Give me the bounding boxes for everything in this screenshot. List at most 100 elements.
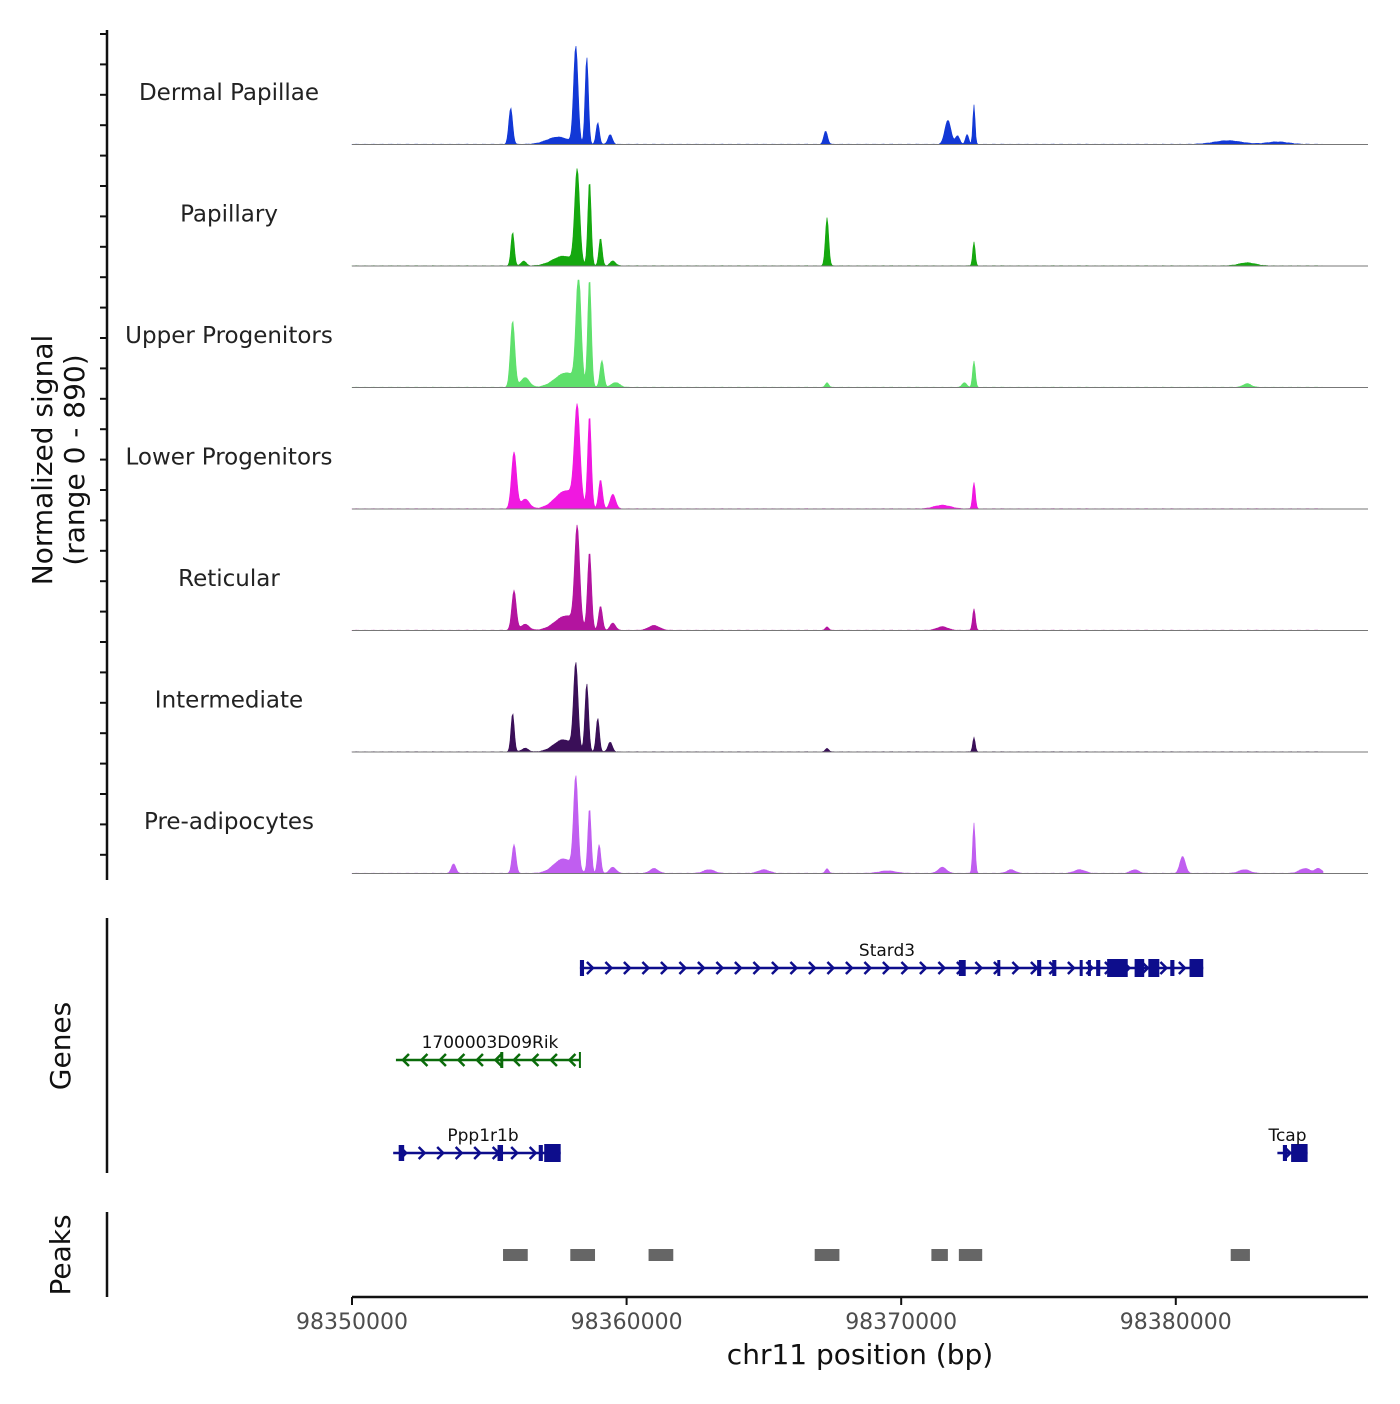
coverage-area [351, 403, 1324, 510]
strand-chevron [826, 961, 836, 975]
track-label: Papillary [180, 202, 278, 228]
strand-chevron [789, 961, 799, 975]
strand-chevron [401, 1053, 410, 1067]
strand-chevron [473, 1146, 482, 1160]
peak-track [503, 1249, 1250, 1261]
peak-region [1230, 1249, 1250, 1261]
strand-chevron [715, 961, 725, 975]
x-tick-label: 98350000 [296, 1310, 408, 1335]
coverage-tracks: Dermal Papillae Papillary Upper Progenitor… [125, 46, 1368, 874]
x-tick-label: 98370000 [845, 1310, 957, 1335]
strand-chevron [974, 961, 984, 975]
track-label: Lower Progenitors [126, 445, 333, 471]
track-pre-adipocytes: Pre-adipocytes [144, 775, 1368, 874]
track-lower-progenitors: Lower Progenitors [126, 403, 1368, 510]
coverage-area [351, 46, 1324, 145]
gene-ppp1r1b: Ppp1r1b [393, 1126, 561, 1162]
strand-chevron [512, 1053, 521, 1067]
gene-label: Stard3 [859, 941, 915, 961]
strand-chevron [456, 1053, 466, 1067]
gene-label: Ppp1r1b [447, 1126, 518, 1146]
exon [997, 960, 1001, 976]
peak-region [931, 1249, 948, 1261]
gene-1700003d09rik: 1700003D09Rik [395, 1033, 581, 1068]
exon [1291, 1144, 1308, 1162]
strand-chevron [567, 1053, 577, 1067]
exon [538, 1145, 543, 1161]
strand-chevron [438, 1053, 447, 1067]
strand-chevron [417, 1146, 427, 1160]
peak-region [570, 1249, 596, 1261]
exon [1096, 960, 1101, 976]
exon [1052, 960, 1057, 976]
x-tick-label: 98360000 [571, 1310, 683, 1335]
strand-chevron [752, 961, 762, 975]
genes-panel-label: Genes [44, 1002, 77, 1090]
coverage-area [351, 662, 1324, 753]
track-papillary: Papillary [180, 168, 1368, 267]
exon [1282, 1145, 1287, 1161]
strand-chevron [1030, 961, 1039, 975]
strand-chevron [549, 1053, 558, 1067]
peak-region [648, 1249, 674, 1261]
x-axis: 98350000 98360000 98370000 98380000 [296, 1295, 1368, 1335]
exon [398, 1145, 405, 1161]
strand-chevron [919, 961, 928, 975]
strand-chevron [436, 1146, 445, 1160]
strand-chevron [530, 1053, 540, 1067]
y-axis-label-line1: Normalized signal [26, 335, 59, 586]
exon [1148, 959, 1160, 977]
exon [497, 1145, 504, 1161]
track-label: Pre-adipocytes [144, 809, 314, 835]
strand-chevron [623, 961, 632, 975]
strand-chevron [808, 961, 817, 975]
signal-y-axis [100, 30, 109, 1297]
exon [1079, 960, 1083, 976]
strand-chevron [660, 961, 669, 975]
strand-chevron [697, 961, 706, 975]
coverage-area [351, 775, 1324, 874]
strand-chevron [1159, 961, 1169, 975]
track-reticular: Reticular [178, 524, 1368, 631]
y-axis-label-line2: (range 0 - 890) [58, 354, 91, 565]
exon [1134, 959, 1145, 977]
track-label: Upper Progenitors [125, 323, 333, 349]
strand-chevron [604, 961, 614, 975]
strand-chevron [771, 961, 780, 975]
exon [544, 1144, 561, 1162]
exon [958, 960, 966, 976]
strand-chevron [454, 1146, 464, 1160]
strand-chevron [493, 1053, 503, 1067]
strand-chevron [900, 961, 910, 975]
strand-chevron [641, 961, 651, 975]
strand-chevron [586, 961, 595, 975]
x-axis-title: chr11 position (bp) [727, 1338, 993, 1371]
peak-region [503, 1249, 528, 1261]
exon [579, 960, 585, 976]
strand-chevron [863, 961, 873, 975]
x-tick-label: 98380000 [1120, 1310, 1232, 1335]
exon [1170, 960, 1175, 976]
exon [1189, 959, 1204, 977]
track-upper-progenitors: Upper Progenitors [125, 279, 1368, 388]
track-intermediate: Intermediate [155, 662, 1368, 753]
exon [1107, 959, 1128, 977]
exon [1037, 960, 1042, 976]
strand-chevron [1011, 961, 1021, 975]
track-label: Intermediate [155, 688, 303, 714]
gene-label: Tcap [1267, 1126, 1306, 1146]
track-label: Dermal Papillae [139, 80, 319, 106]
peak-region [958, 1249, 983, 1261]
strand-chevron [510, 1146, 519, 1160]
strand-chevron [678, 961, 688, 975]
gene-annotation-track: Stard3 1700003D09Rik Ppp1r1b Tcap [393, 941, 1308, 1162]
coverage-area [351, 168, 1324, 267]
strand-chevron [882, 961, 891, 975]
gene-label: 1700003D09Rik [422, 1033, 559, 1053]
peaks-panel-label: Peaks [44, 1214, 77, 1295]
peak-region [814, 1249, 840, 1261]
strand-chevron [528, 1146, 538, 1160]
track-dermal-papillae: Dermal Papillae [139, 46, 1368, 145]
